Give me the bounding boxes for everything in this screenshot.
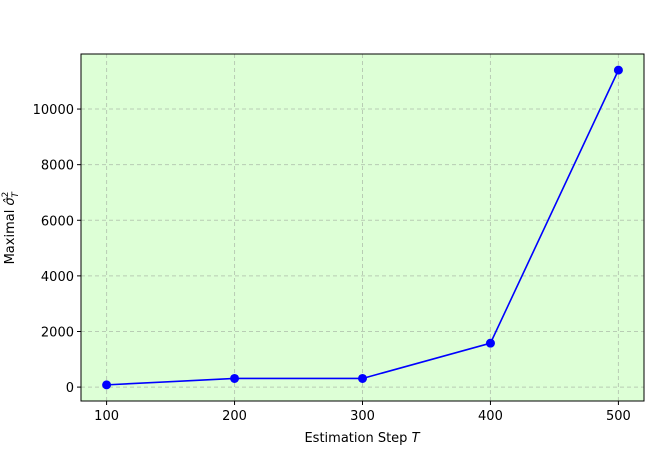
x-axis-label-var: T [412, 431, 421, 446]
x-tick-label: 100 [94, 409, 119, 424]
x-tick-label: 400 [478, 409, 503, 424]
y-tick-label: 6000 [41, 214, 74, 229]
y-axis-label: Maximal σ̂2T [1, 191, 21, 265]
y-axis-label-text: Maximal [3, 206, 18, 265]
y-tick-label: 10000 [33, 103, 74, 118]
y-tick-label: 2000 [41, 325, 74, 340]
x-tick-label: 500 [606, 409, 631, 424]
point [613, 65, 623, 75]
x-tick-label: 300 [350, 409, 375, 424]
point [230, 373, 240, 383]
point [358, 373, 367, 383]
point [485, 338, 495, 348]
x-axis-label-text: Estimation Step [304, 431, 411, 446]
x-axis-label: Estimation Step T [304, 431, 420, 446]
y-axis-label-sub: T [11, 191, 21, 198]
y-axis-label-sup: 2 [1, 192, 11, 198]
point [102, 380, 112, 390]
data [102, 65, 623, 390]
y-tick-label: 8000 [41, 159, 74, 174]
y-tick-label: 4000 [41, 270, 74, 285]
y-tick-label: 0 [66, 381, 74, 396]
y-axis-label-symbol: σ̂ [3, 197, 18, 206]
x-tick-label: 200 [222, 409, 247, 424]
